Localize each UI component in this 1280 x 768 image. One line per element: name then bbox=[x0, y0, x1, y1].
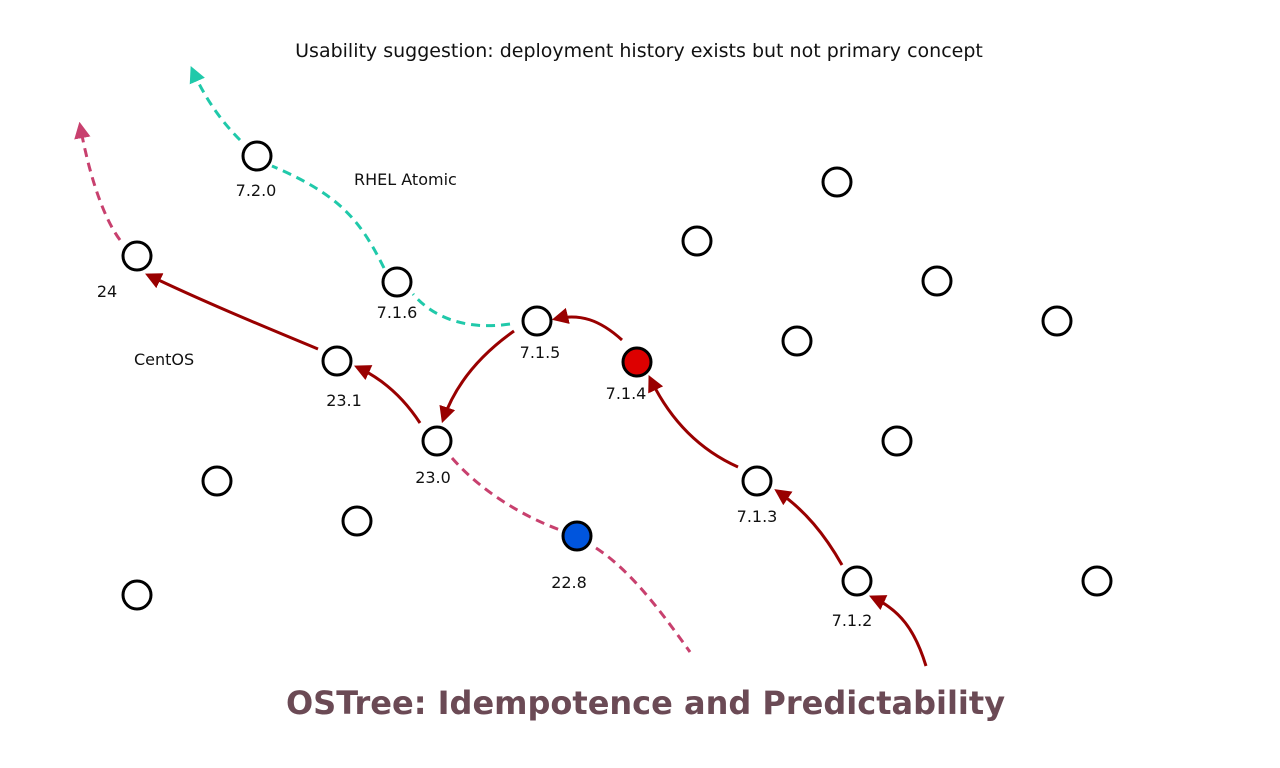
node-24 bbox=[121, 240, 153, 272]
node-22-8-booted bbox=[561, 520, 593, 552]
node-7-1-3 bbox=[741, 465, 773, 497]
node-unlabeled bbox=[1041, 305, 1073, 337]
version-label-7-1-5: 7.1.5 bbox=[519, 343, 561, 362]
node-unlabeled bbox=[781, 325, 813, 357]
node-unlabeled bbox=[121, 579, 153, 611]
node-unlabeled bbox=[821, 166, 853, 198]
node-7-1-5 bbox=[521, 305, 553, 337]
rhel-716-to-720-dashed-edge bbox=[271, 164, 386, 269]
version-label-7-1-4: 7.1.4 bbox=[605, 384, 647, 403]
node-unlabeled bbox=[1081, 565, 1113, 597]
centos-230-to-228-dashed-edge bbox=[450, 457, 561, 532]
node-unlabeled bbox=[881, 425, 913, 457]
version-label-24: 24 bbox=[96, 282, 118, 301]
node-7-1-4-current bbox=[621, 346, 653, 378]
branch-label-rhel-atomic: RHEL Atomic bbox=[354, 170, 457, 189]
centos-future-dashed-edge bbox=[74, 121, 122, 241]
node-23-0 bbox=[421, 425, 453, 457]
version-label-7-1-2: 7.1.2 bbox=[831, 611, 873, 630]
node-7-1-6 bbox=[381, 266, 413, 298]
version-label-7-1-6: 7.1.6 bbox=[376, 303, 418, 322]
version-label-23-1: 23.1 bbox=[326, 391, 362, 410]
edge-origin-to-712 bbox=[869, 595, 928, 667]
edge-713-to-714 bbox=[648, 375, 739, 469]
node-unlabeled bbox=[201, 465, 233, 497]
edge-712-to-713 bbox=[774, 489, 844, 566]
edge-231-to-24 bbox=[145, 273, 319, 351]
page-title: OSTree: Idempotence and Predictability bbox=[285, 684, 1006, 722]
version-label-22-8: 22.8 bbox=[551, 573, 587, 592]
node-7-2-0 bbox=[241, 140, 273, 172]
node-7-1-2 bbox=[841, 565, 873, 597]
node-unlabeled bbox=[681, 225, 713, 257]
version-label-7-1-3: 7.1.3 bbox=[736, 507, 778, 526]
rhel-715-to-716-dashed-edge bbox=[411, 293, 511, 328]
subtitle: Usability suggestion: deployment history… bbox=[295, 40, 983, 62]
branch-label-centos: CentOS bbox=[134, 350, 195, 369]
node-23-1 bbox=[321, 345, 353, 377]
centos-228-to-origin-dashed-edge bbox=[595, 546, 692, 653]
node-unlabeled bbox=[921, 265, 953, 297]
rhel-future-dashed-edge bbox=[189, 65, 242, 142]
version-label-23-0: 23.0 bbox=[415, 468, 451, 487]
edge-714-to-715 bbox=[551, 307, 624, 342]
edge-715-to-230 bbox=[439, 329, 515, 424]
version-label-7-2-0: 7.2.0 bbox=[235, 181, 277, 200]
edge-230-to-231 bbox=[354, 365, 422, 424]
node-unlabeled bbox=[341, 505, 373, 537]
